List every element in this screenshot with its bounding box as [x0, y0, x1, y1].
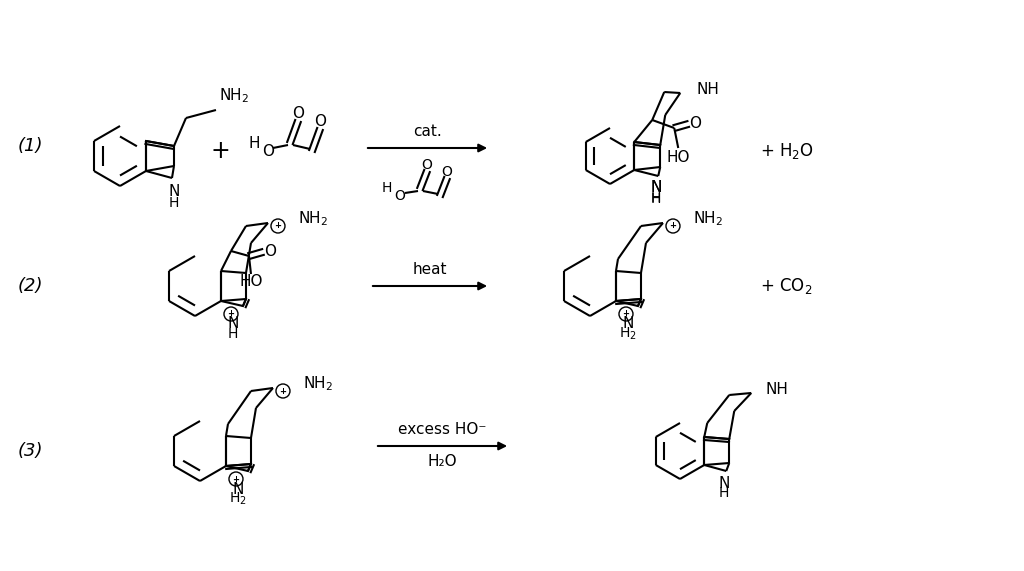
Text: H$_2$: H$_2$	[229, 491, 247, 507]
Text: N: N	[650, 180, 662, 195]
Text: H$_2$: H$_2$	[620, 326, 637, 342]
Text: H: H	[169, 196, 179, 210]
Text: O: O	[314, 115, 326, 130]
Text: NH$_2$: NH$_2$	[298, 210, 328, 228]
Text: H: H	[249, 135, 260, 151]
Text: H: H	[382, 181, 392, 195]
Text: H: H	[227, 327, 239, 341]
Text: +: +	[227, 309, 234, 319]
Text: heat: heat	[413, 263, 447, 278]
Text: O: O	[422, 158, 432, 172]
Text: excess HO⁻: excess HO⁻	[398, 423, 486, 437]
Text: +: +	[280, 387, 287, 396]
Text: NH$_2$: NH$_2$	[303, 375, 333, 393]
Text: +: +	[623, 309, 630, 319]
Text: H: H	[651, 191, 662, 205]
Text: H: H	[719, 486, 729, 500]
Text: N: N	[623, 316, 634, 332]
Text: (1): (1)	[17, 137, 43, 155]
Text: H: H	[651, 192, 662, 206]
Text: +: +	[232, 475, 240, 484]
Text: (2): (2)	[17, 277, 43, 295]
Text: HO: HO	[667, 151, 690, 166]
Text: O: O	[394, 189, 406, 203]
Text: O: O	[262, 143, 274, 159]
Text: (3): (3)	[17, 442, 43, 460]
Text: O: O	[292, 107, 304, 122]
Text: N: N	[650, 180, 662, 195]
Text: +: +	[670, 222, 677, 231]
Text: O: O	[264, 243, 276, 259]
Text: N: N	[232, 481, 244, 497]
Text: NH$_2$: NH$_2$	[693, 210, 723, 228]
Text: NH: NH	[696, 82, 719, 96]
Text: HO: HO	[240, 275, 263, 289]
Text: +: +	[274, 222, 282, 231]
Text: NH$_2$: NH$_2$	[219, 87, 249, 106]
Text: N: N	[719, 476, 730, 490]
Text: NH: NH	[765, 381, 788, 396]
Text: H₂O: H₂O	[428, 455, 458, 469]
Text: N: N	[168, 184, 179, 199]
Text: + H$_2$O: + H$_2$O	[760, 141, 814, 161]
Text: cat.: cat.	[413, 124, 442, 139]
Text: O: O	[689, 116, 701, 131]
Text: +: +	[210, 139, 229, 163]
Text: O: O	[441, 165, 453, 179]
Text: + CO$_2$: + CO$_2$	[760, 276, 812, 296]
Text: N: N	[227, 316, 239, 332]
